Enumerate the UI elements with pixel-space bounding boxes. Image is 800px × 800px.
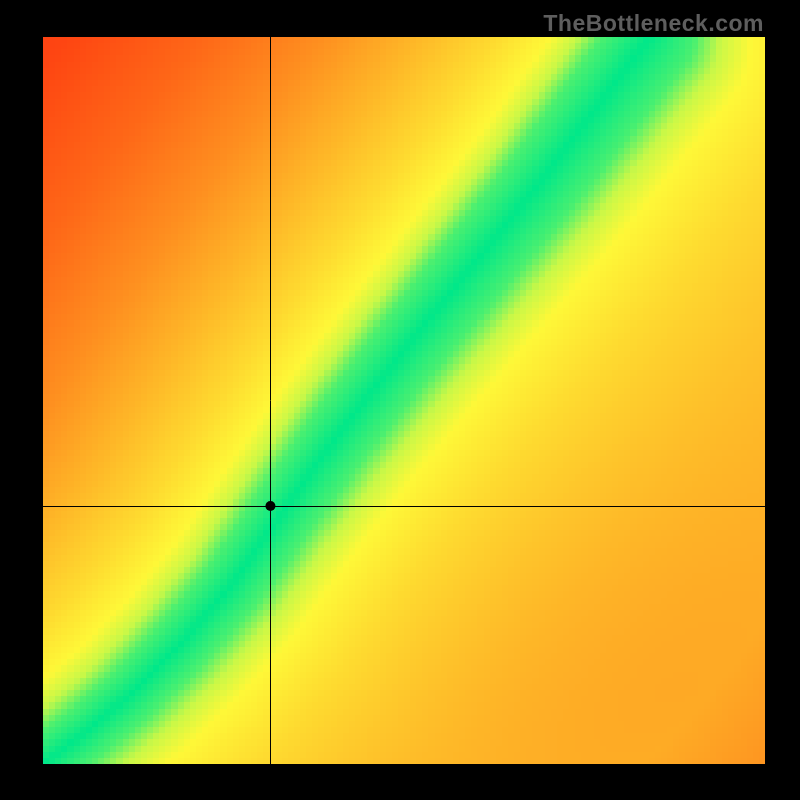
bottleneck-heatmap	[0, 0, 800, 800]
watermark-text: TheBottleneck.com	[543, 10, 764, 37]
